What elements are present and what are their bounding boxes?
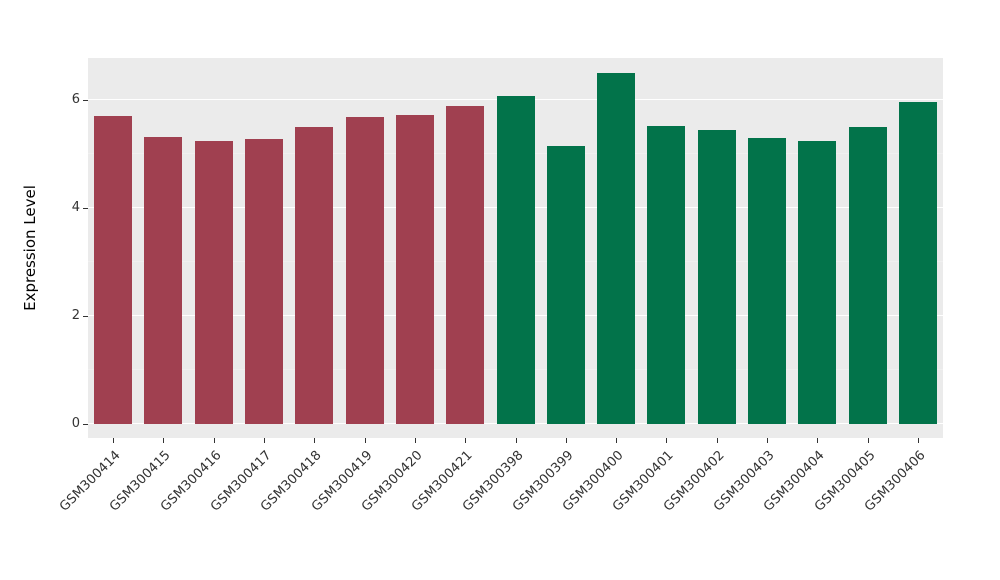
y-tick-label: 4 xyxy=(71,200,80,215)
x-tick-mark xyxy=(264,438,266,443)
y-tick-label: 6 xyxy=(71,92,80,107)
y-tick-label: 0 xyxy=(71,416,80,431)
bar xyxy=(295,127,334,424)
bar xyxy=(647,125,686,424)
x-tick-mark xyxy=(716,438,718,443)
bar xyxy=(496,95,535,424)
bar xyxy=(848,127,887,424)
x-tick-mark xyxy=(465,438,467,443)
bar xyxy=(597,73,636,424)
x-tick-mark xyxy=(163,438,165,443)
bar xyxy=(898,101,937,424)
bar xyxy=(798,140,837,424)
bar xyxy=(747,137,786,424)
x-tick-mark xyxy=(364,438,366,443)
x-tick-mark xyxy=(113,438,115,443)
bar xyxy=(345,117,384,424)
bar xyxy=(245,139,284,424)
plot-panel xyxy=(88,58,943,438)
bar xyxy=(144,136,183,424)
x-tick-mark xyxy=(314,438,316,443)
x-tick-mark xyxy=(515,438,517,443)
bar xyxy=(194,140,233,424)
bar xyxy=(546,145,585,424)
bar xyxy=(446,106,485,424)
x-tick-mark xyxy=(565,438,567,443)
y-tick-mark xyxy=(83,316,88,317)
x-tick-mark xyxy=(817,438,819,443)
y-tick-mark xyxy=(83,100,88,101)
y-tick-mark xyxy=(83,424,88,425)
x-tick-mark xyxy=(766,438,768,443)
y-tick-label: 2 xyxy=(71,308,80,323)
x-tick-mark xyxy=(616,438,618,443)
bar xyxy=(94,116,133,424)
x-tick-mark xyxy=(414,438,416,443)
y-tick-mark xyxy=(83,208,88,209)
x-tick-mark xyxy=(867,438,869,443)
bar xyxy=(395,115,434,424)
x-tick-mark xyxy=(213,438,215,443)
x-tick-mark xyxy=(666,438,668,443)
x-tick-mark xyxy=(917,438,919,443)
bar xyxy=(697,129,736,424)
